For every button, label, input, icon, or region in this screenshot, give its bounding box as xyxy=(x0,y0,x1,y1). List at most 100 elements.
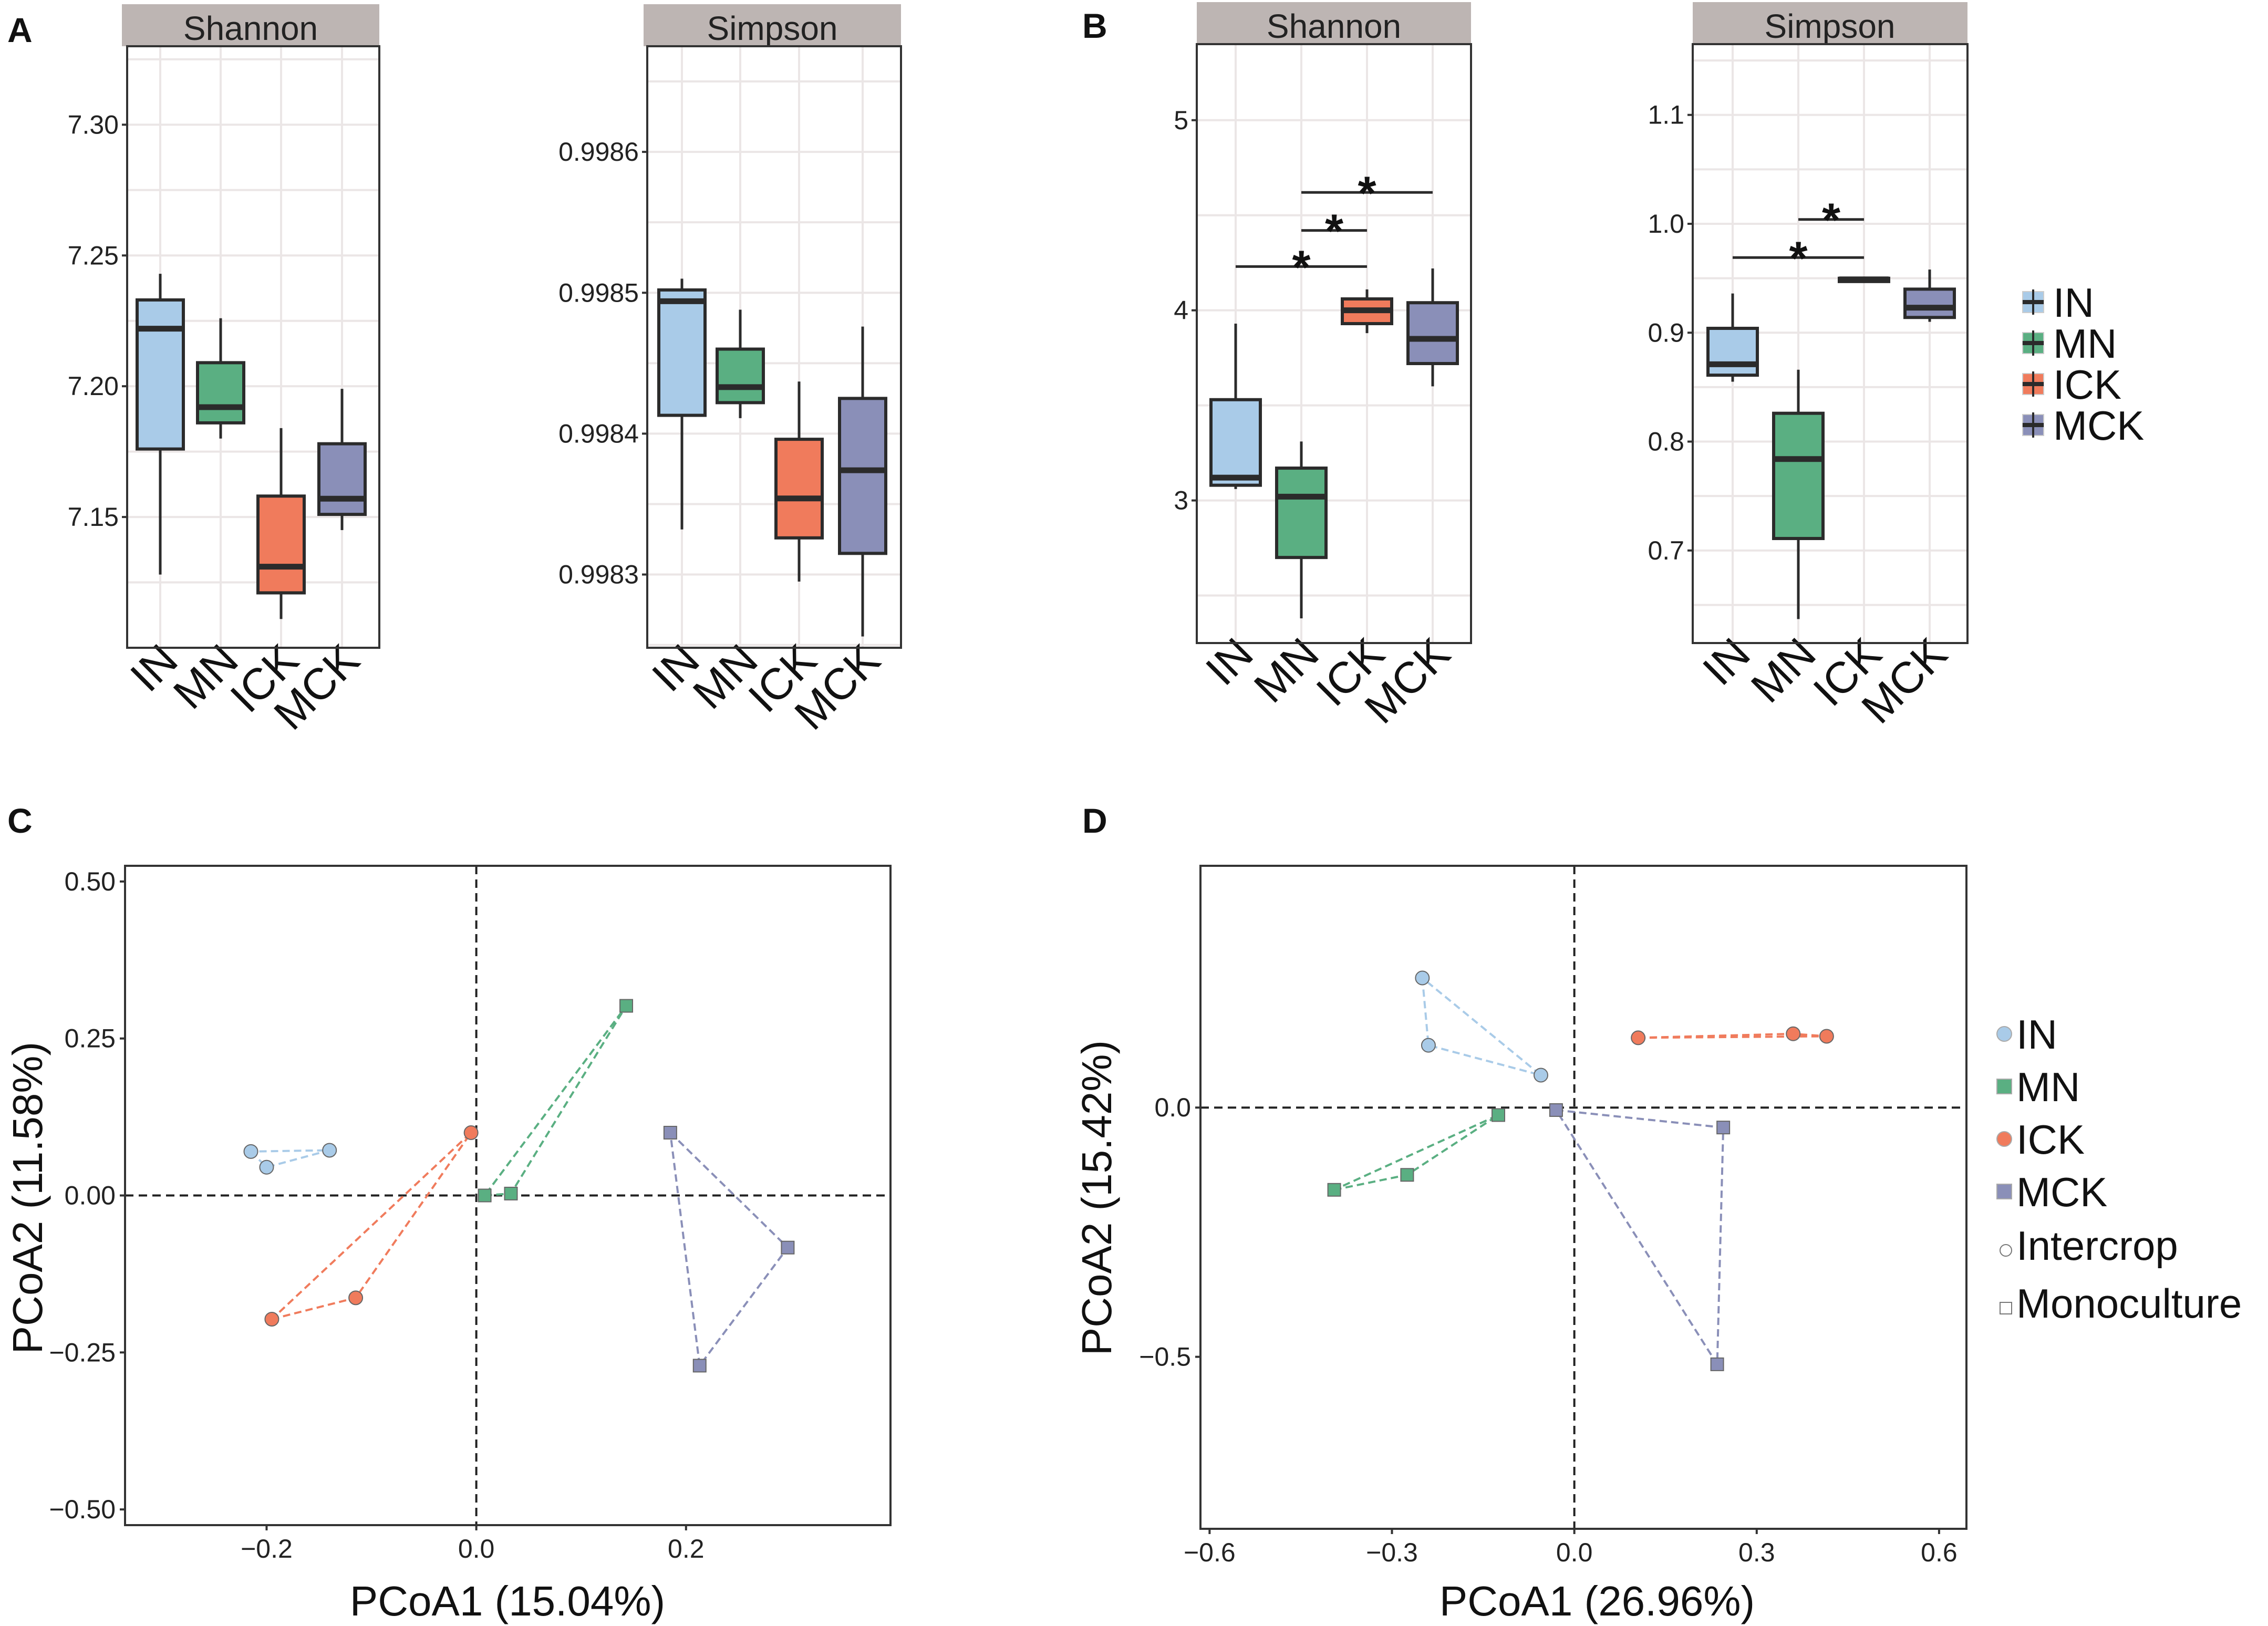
point-mn xyxy=(504,1186,518,1200)
point-ick xyxy=(463,1125,479,1140)
hull-mn xyxy=(1333,1114,1499,1191)
x-tick-label-d: 0.3 xyxy=(1738,1538,1775,1567)
legend-d: IN MN ICK MCK Intercrop Monoculture xyxy=(1996,1011,2242,1327)
y-tick-label-b-shannon: 4 xyxy=(1174,296,1188,325)
box-mn xyxy=(1275,467,1328,560)
y-tick-label-b-shannon: 5 xyxy=(1174,106,1188,135)
y-tick-label-a-shannon: 7.20 xyxy=(68,371,119,401)
box-mck xyxy=(1903,287,1956,319)
x-axis-title-c: PCoA1 (15.04%) xyxy=(350,1578,665,1624)
legend-label-mn: MN xyxy=(2053,320,2117,367)
point-mck xyxy=(1710,1357,1724,1371)
point-in xyxy=(259,1159,274,1175)
y-tick-label-a-shannon: 7.15 xyxy=(68,502,119,532)
point-in xyxy=(1415,970,1430,986)
legend-label-monoculture: Monoculture xyxy=(2016,1280,2242,1327)
y-axis-title-d: PCoA2 (15.42%) xyxy=(1073,1040,1120,1355)
point-mck xyxy=(692,1359,707,1373)
y-tick-label-b-simpson: 0.7 xyxy=(1648,536,1684,565)
strip-b-shannon xyxy=(1197,2,1471,44)
panel-label-b: B xyxy=(1082,6,1107,45)
point-mn xyxy=(478,1188,492,1203)
y-tick-label-c: −0.25 xyxy=(49,1338,116,1367)
y-tick-label-c: −0.50 xyxy=(49,1495,116,1524)
box-ick xyxy=(774,438,824,540)
box-mck xyxy=(317,442,367,516)
frame-c xyxy=(124,865,892,1526)
hull-in xyxy=(1421,975,1542,1076)
legend-key-intercrop xyxy=(2000,1244,2012,1257)
hull-mck xyxy=(1554,1109,1725,1368)
point-in xyxy=(322,1143,337,1158)
significance-star: * xyxy=(1325,205,1343,258)
frame-b-simpson xyxy=(1692,43,1969,644)
y-tick-label-d: −0.5 xyxy=(1139,1342,1191,1372)
point-ick xyxy=(348,1290,364,1306)
point-mck xyxy=(1549,1103,1563,1117)
x-tick-label-c: 0.2 xyxy=(668,1534,705,1563)
boxplot-a-simpson: Simpson 0.99830.99840.99850.9986INMNICKM… xyxy=(558,4,902,739)
point-ick xyxy=(1631,1030,1646,1045)
y-axis-title-c: PCoA2 (11.58%) xyxy=(4,1042,51,1354)
legend-key-ick xyxy=(1996,1131,2012,1147)
y-tick-label-b-simpson: 0.9 xyxy=(1648,318,1684,347)
box-ick xyxy=(256,494,306,595)
y-tick-label-c: 0.00 xyxy=(65,1181,116,1210)
point-mn xyxy=(1400,1168,1414,1182)
point-mck xyxy=(1716,1121,1731,1135)
box-in xyxy=(1209,398,1262,487)
significance-star: * xyxy=(1789,232,1807,285)
strip-b-simpson xyxy=(1693,2,1967,44)
point-in xyxy=(243,1144,258,1159)
pcoa-plot-d: −0.6 −0.3 0.0 0.3 0.6−0.50.0 PCoA1 (26.96%) … xyxy=(1073,865,1967,1624)
frame-b-shannon xyxy=(1196,43,1472,644)
y-tick-label-c: 0.25 xyxy=(65,1024,116,1053)
box-mn xyxy=(716,347,765,405)
legend-key-monoculture xyxy=(2000,1302,2012,1314)
significance-star: * xyxy=(1358,167,1376,220)
strip-title-b-simpson: Simpson xyxy=(1765,7,1896,45)
x-tick-label-d: 0.6 xyxy=(1921,1538,1958,1567)
point-in xyxy=(1534,1068,1548,1083)
y-tick-label-a-simpson: 0.9985 xyxy=(558,278,639,307)
legend-key-mn xyxy=(1996,1079,2012,1094)
legend-label-in: IN xyxy=(2016,1011,2057,1058)
box-mn xyxy=(1772,411,1825,541)
x-tick-label-c: 0.0 xyxy=(458,1534,495,1563)
y-tick-label-a-shannon: 7.30 xyxy=(68,110,119,139)
point-mck xyxy=(663,1125,677,1140)
point-mn xyxy=(1327,1183,1341,1197)
y-tick-label-a-simpson: 0.9984 xyxy=(558,419,639,448)
point-in xyxy=(1421,1038,1436,1053)
legend-label-mck: MCK xyxy=(2016,1169,2107,1215)
frame-a-simpson xyxy=(646,45,902,649)
strip-title-a-shannon: Shannon xyxy=(183,9,318,47)
legend-key-mck xyxy=(1996,1184,2012,1199)
y-tick-label-b-simpson: 1.1 xyxy=(1648,100,1684,130)
hull-ick xyxy=(271,1132,472,1320)
y-tick-label-a-shannon: 7.25 xyxy=(68,241,119,270)
x-tick-label-d: 0.0 xyxy=(1556,1538,1593,1567)
y-tick-label-d: 0.0 xyxy=(1154,1093,1191,1122)
strip-a-simpson xyxy=(644,4,901,46)
x-tick-label-d: −0.6 xyxy=(1184,1538,1236,1567)
point-mn xyxy=(619,999,634,1013)
significance-star: * xyxy=(1292,241,1310,294)
significance-star: * xyxy=(1822,194,1840,247)
y-tick-label-a-simpson: 0.9986 xyxy=(558,137,639,167)
hull-mn xyxy=(482,1005,627,1197)
box-in xyxy=(1706,326,1759,377)
point-mck xyxy=(781,1240,795,1255)
box-in xyxy=(136,298,185,451)
x-tick-label-d: −0.3 xyxy=(1366,1538,1418,1567)
y-tick-label-a-simpson: 0.9983 xyxy=(558,560,639,589)
pcoa-plot-c: −0.2 0.0 0.2 −0.50 −0.25 0.00 0.25 0.50 PCoA1 (… xyxy=(4,865,892,1624)
panel-label-c: C xyxy=(7,801,33,840)
panel-label-d: D xyxy=(1082,801,1107,840)
point-ick xyxy=(1786,1026,1801,1041)
x-tick-label-c: −0.2 xyxy=(241,1534,293,1563)
